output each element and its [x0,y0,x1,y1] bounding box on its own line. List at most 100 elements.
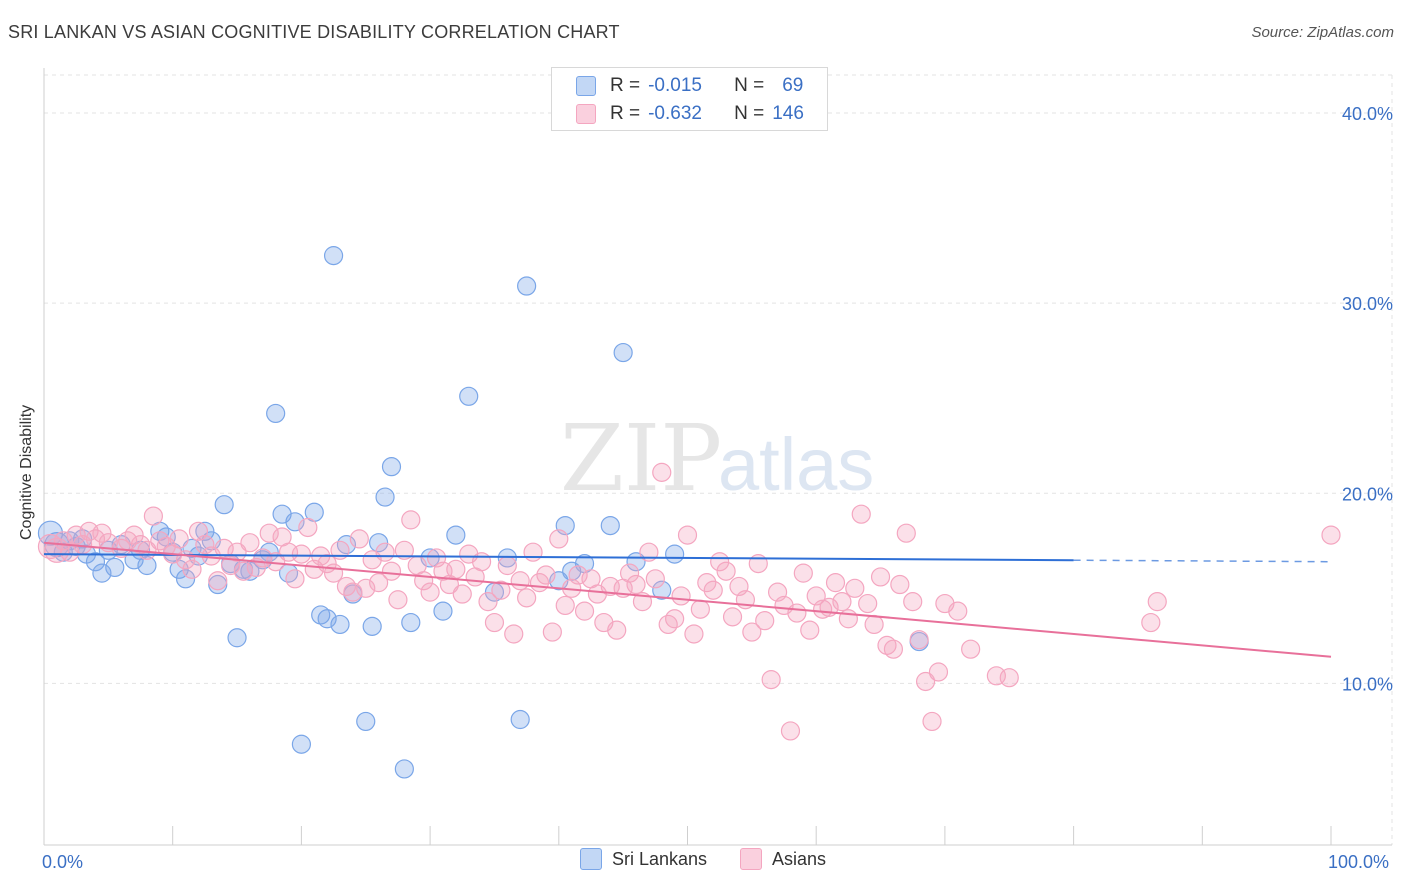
point-sri-lankans-20 [182,538,202,559]
point-asians-90 [626,574,646,595]
point-asians-115 [787,603,807,623]
legend-label-asians: Asians [772,848,827,869]
point-asians-89 [619,563,640,583]
point-asians-29 [233,561,254,581]
point-asians-108 [742,622,762,642]
point-asians-110 [755,611,775,631]
point-asians-50 [369,573,389,593]
point-asians-136 [922,711,942,732]
point-asians-37 [285,569,305,589]
point-sri-lankans-54 [459,386,479,406]
point-asians-71 [504,624,524,644]
r-value-asians: -0.632 [648,103,702,124]
point-sri-lankans-57 [510,709,530,730]
point-asians-133 [903,592,923,612]
point-asians-97 [671,586,691,606]
point-asians-39 [298,517,318,538]
n-value-sri-lankans: 69 [782,75,804,96]
y-axis-label: Cognitive Disability [18,404,35,540]
x-tick-label-max: 100.0% [1328,852,1390,872]
point-sri-lankans-44 [356,711,376,732]
point-asians-143 [1141,612,1161,633]
point-sri-lankans-22 [195,521,215,541]
point-asians-104 [716,561,736,581]
point-asians-102 [703,580,723,600]
series-sri-lankans [37,246,929,779]
point-sri-lankans-0 [37,520,64,546]
point-asians-130 [883,639,904,659]
point-asians-145 [1321,525,1341,545]
point-sri-lankans-56 [497,548,517,568]
point-asians-28 [227,542,247,562]
point-asians-105 [722,607,743,627]
point-asians-62 [446,559,466,579]
point-sri-lankans-36 [291,734,311,754]
point-asians-100 [690,599,710,619]
point-asians-144 [1147,592,1167,612]
point-asians-137 [928,662,949,682]
y-tick-labels: 10.0% 20.0% 30.0% 40.0% [1342,104,1393,694]
r-label: R = [610,75,641,96]
point-asians-63 [452,584,472,604]
point-sri-lankans-66 [665,544,685,564]
legend-swatch-asians [740,848,763,870]
point-asians-79 [555,595,575,616]
point-sri-lankans-27 [227,628,247,648]
point-asians-117 [800,620,820,640]
point-asians-87 [607,620,627,640]
point-sri-lankans-41 [330,614,350,635]
n-value-asians: 146 [772,103,804,124]
point-sri-lankans-50 [401,612,421,633]
point-asians-8 [92,523,112,543]
point-sri-lankans-49 [394,759,414,779]
stats-swatch-sri-lankans [576,76,596,96]
chart-legend: Sri Lankans Asians [0,848,1406,875]
point-asians-121 [825,573,846,593]
point-asians-124 [845,578,865,598]
point-sri-lankans-65 [652,580,672,600]
point-asians-55 [401,510,421,530]
trend-line-dashed-sri-lankans [1073,559,1332,563]
point-sri-lankans-25 [214,495,234,515]
point-asians-139 [948,601,968,621]
point-sri-lankans-10 [105,557,125,578]
point-asians-126 [858,593,878,614]
point-asians-30 [240,533,260,553]
trend-line-sri-lankans [43,553,1074,562]
y-tick-label-2: 30.0% [1342,294,1393,314]
point-asians-122 [832,592,852,612]
n-label: N = [734,103,765,124]
point-asians-134 [909,630,929,650]
stats-row-sri-lankans: R = -0.015 N = 69 [576,72,803,100]
point-asians-12 [124,525,144,545]
x-tick-label-min: 0.0% [42,852,84,872]
point-sri-lankans-52 [433,601,453,621]
point-asians-4 [66,525,86,545]
point-asians-51 [375,542,395,562]
stats-row-asians: R = -0.632 N = 146 [576,100,804,128]
point-sri-lankans-45 [362,616,382,636]
svg-text:ZIP: ZIP [560,405,722,512]
point-asians-99 [684,624,704,644]
point-asians-15 [143,506,163,526]
point-asians-77 [542,622,562,642]
point-asians-69 [491,580,511,600]
point-asians-81 [568,565,588,585]
point-asians-132 [896,523,916,543]
point-asians-52 [381,561,402,581]
point-asians-96 [665,609,685,629]
point-asians-46 [343,582,363,602]
point-asians-58 [420,582,440,602]
point-asians-66 [471,552,492,572]
point-asians-53 [388,590,408,610]
point-asians-54 [394,540,414,560]
grid-lines [44,74,1393,845]
point-sri-lankans-68 [600,515,620,536]
point-sri-lankans-32 [266,403,286,424]
point-asians-68 [484,612,505,633]
point-asians-44 [330,540,350,560]
point-asians-73 [517,588,537,608]
legend-item-asians[interactable]: Asians [740,848,826,870]
legend-item-sri-lankans[interactable]: Sri Lankans [579,848,707,870]
